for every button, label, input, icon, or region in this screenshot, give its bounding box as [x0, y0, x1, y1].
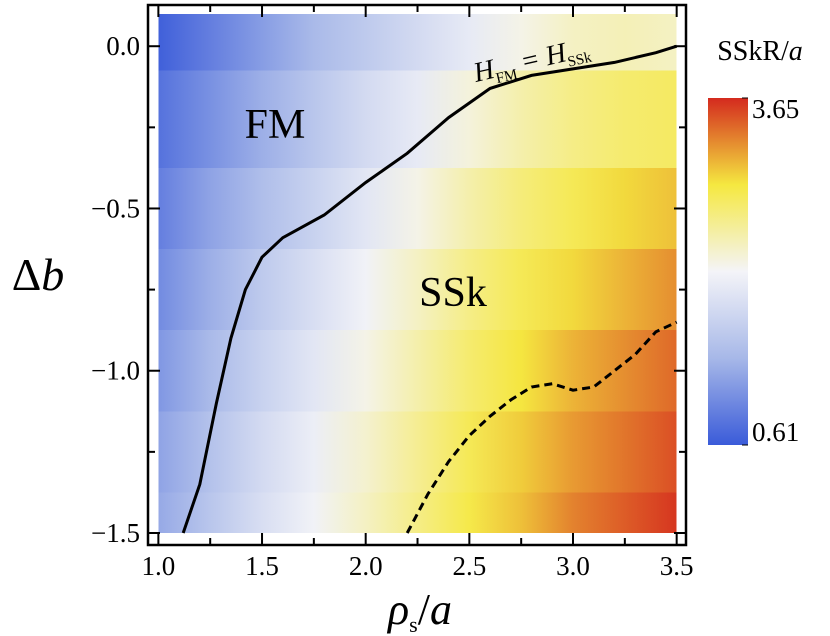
heatmap-row: [158, 330, 677, 413]
colorbar-label-part: a: [789, 36, 803, 67]
contour-label-part: FM: [494, 67, 519, 87]
y-tick-label: −1.0: [91, 356, 140, 386]
y-axis-label: Δb: [12, 249, 65, 300]
x-tick-label: 1.5: [245, 551, 279, 581]
colorbar-tick-label: 0.61: [752, 417, 799, 447]
x-label-part: a: [430, 585, 452, 634]
colorbar-tick-label: 3.65: [752, 94, 799, 124]
heatmap-row: [158, 70, 677, 169]
colorbar: [708, 98, 748, 445]
x-label-part: s: [409, 612, 418, 636]
x-tick-label: 1.0: [141, 551, 175, 581]
x-tick-label: 3.5: [660, 551, 694, 581]
heatmap-row: [158, 13, 677, 72]
y-tick-label: 0.0: [106, 31, 140, 61]
region-label: SSk: [419, 270, 487, 316]
y-tick-label: −0.5: [91, 193, 140, 223]
colorbar-label: SSkR/a: [717, 36, 803, 67]
y-label-part: Δ: [12, 249, 42, 300]
x-label-part: ρ: [386, 585, 409, 634]
contour-label-part: SSk: [566, 49, 594, 70]
x-label-part: /: [418, 585, 431, 634]
x-axis-label: ρs/a: [386, 585, 452, 636]
heatmap-row: [158, 167, 677, 251]
heatmap-row: [158, 411, 677, 494]
x-tick-label: 3.0: [556, 551, 590, 581]
x-tick-label: 2.0: [349, 551, 383, 581]
x-tick-label: 2.5: [452, 551, 486, 581]
contour-line: [181, 44, 678, 534]
region-label: FM: [245, 102, 306, 148]
y-label-part: b: [41, 249, 64, 300]
y-tick-label: −1.5: [91, 518, 140, 548]
colorbar-label-part: SSkR/: [717, 36, 789, 67]
contour-label-part: =: [519, 44, 541, 78]
heatmap-row: [158, 492, 677, 533]
